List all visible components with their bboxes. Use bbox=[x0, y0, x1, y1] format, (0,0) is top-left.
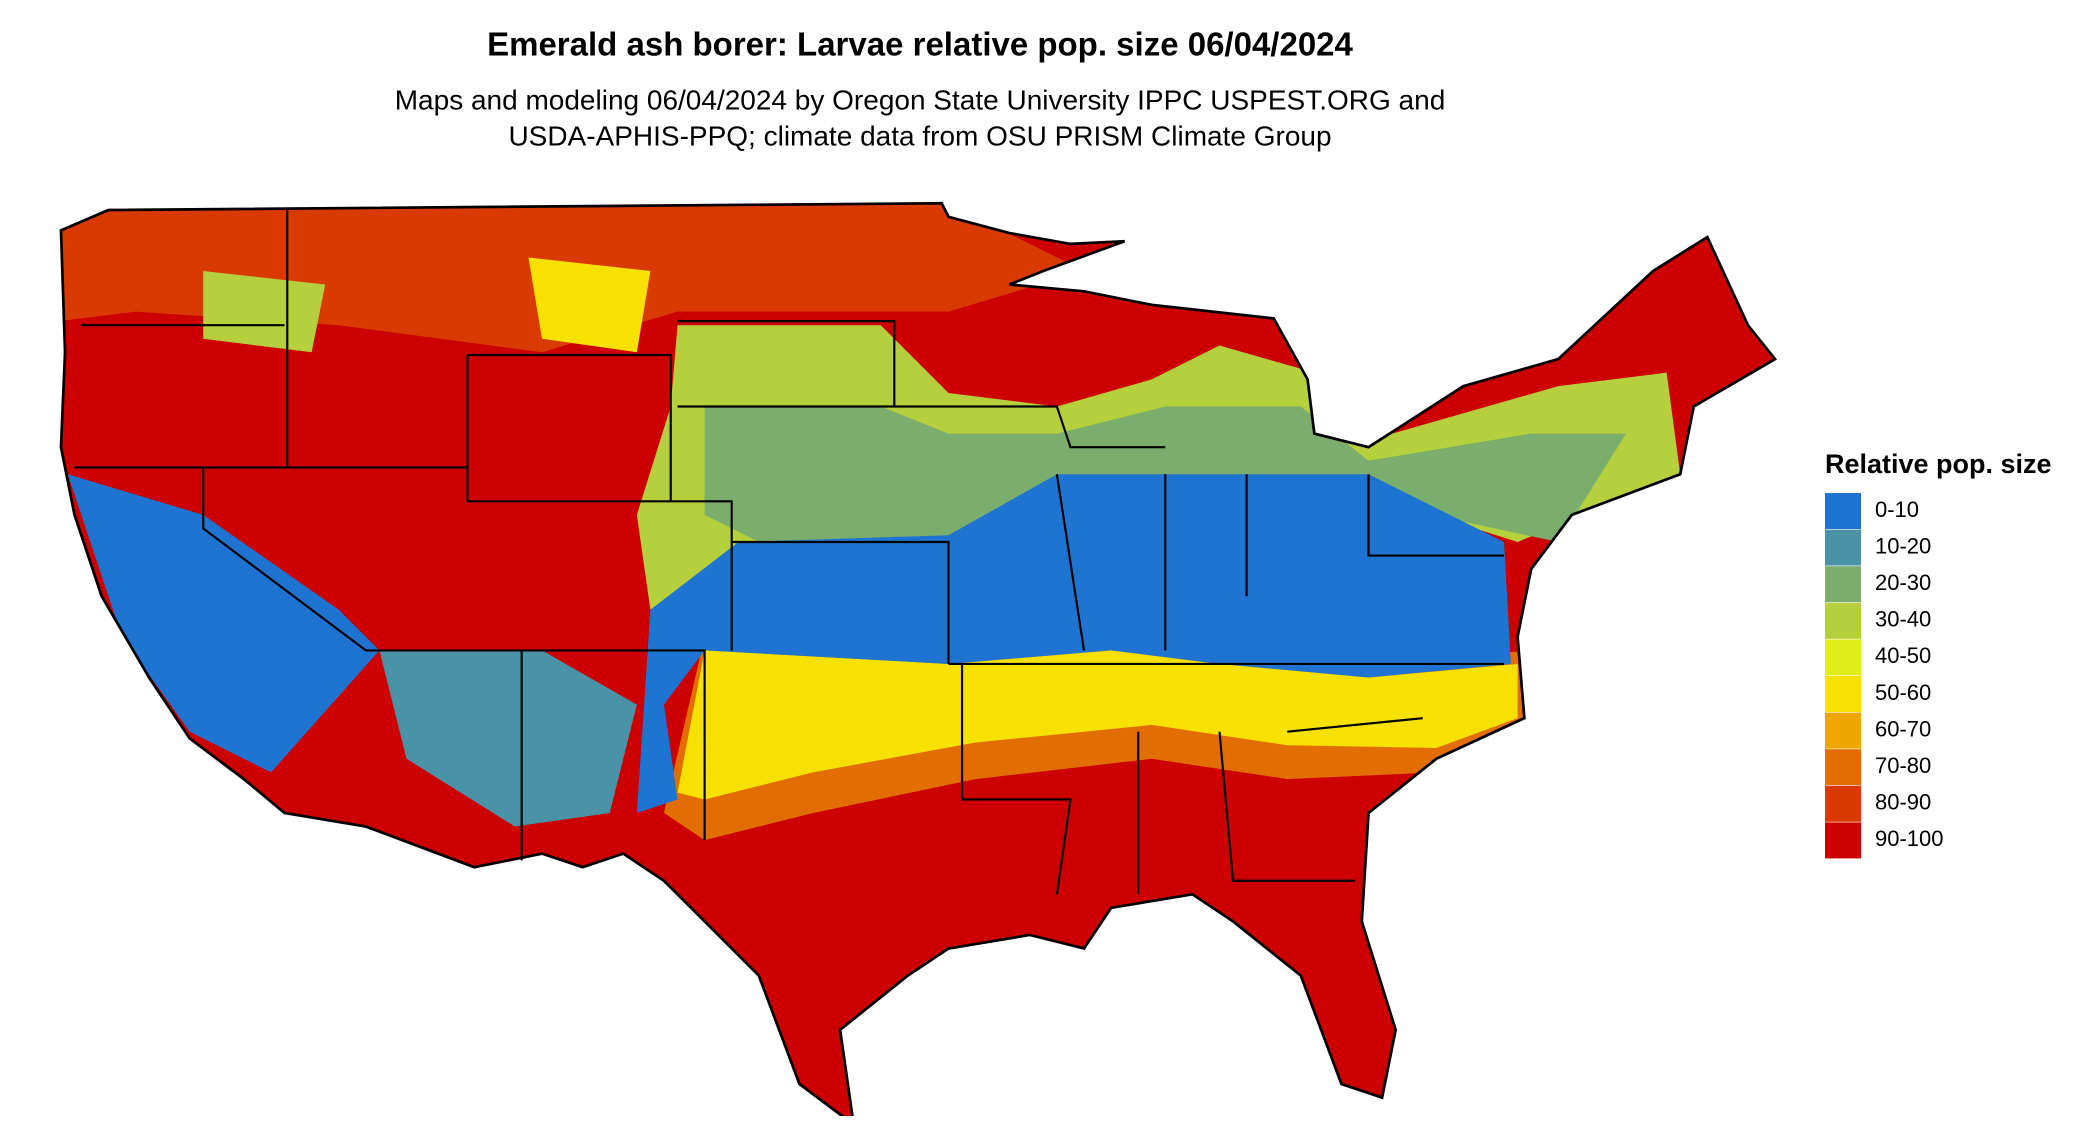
legend-swatch bbox=[1825, 602, 1861, 639]
legend-label: 90-100 bbox=[1875, 826, 1944, 851]
legend-swatch bbox=[1825, 676, 1861, 712]
legend-label: 40-50 bbox=[1875, 643, 1931, 668]
title: Emerald ash borer: Larvae relative pop. … bbox=[487, 26, 1353, 63]
us-map bbox=[59, 201, 1778, 1121]
legend: 0-10 10-20 20-30 30-40 40-50 50-60 60-70 70-80 8… bbox=[1825, 493, 1944, 859]
legend-swatch bbox=[1825, 639, 1861, 676]
legend-label: 10-20 bbox=[1875, 533, 1931, 558]
legend-label: 30-40 bbox=[1875, 607, 1931, 632]
legend-swatch bbox=[1825, 493, 1861, 529]
legend-swatch bbox=[1825, 566, 1861, 603]
subtitle: Maps and modeling 06/04/2024 by Oregon S… bbox=[395, 84, 1446, 115]
legend-swatch bbox=[1825, 712, 1861, 749]
legend-swatch bbox=[1825, 529, 1861, 566]
legend-label: 20-30 bbox=[1875, 570, 1931, 595]
legend-swatch bbox=[1825, 749, 1861, 786]
legend-label: 80-90 bbox=[1875, 790, 1931, 815]
legend-swatch bbox=[1825, 822, 1861, 859]
legend-label: 0-10 bbox=[1875, 497, 1919, 522]
legend-label: 60-70 bbox=[1875, 716, 1931, 741]
legend-label: 70-80 bbox=[1875, 753, 1931, 778]
legend-label: 50-60 bbox=[1875, 680, 1931, 705]
legend-title: Relative pop. size bbox=[1825, 449, 2052, 479]
subtitle: USDA-APHIS-PPQ; climate data from OSU PR… bbox=[508, 120, 1331, 151]
legend-swatch bbox=[1825, 785, 1861, 822]
